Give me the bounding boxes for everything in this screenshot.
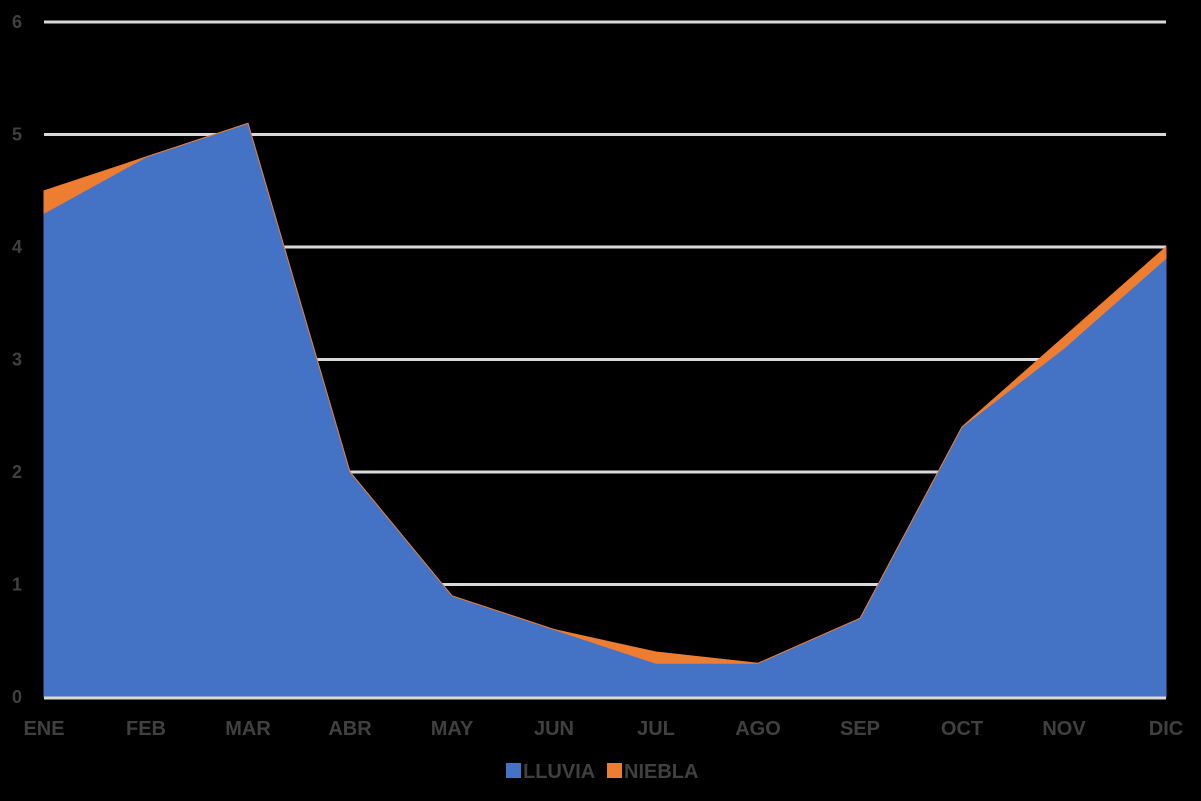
x-tick-label: AGO: [735, 718, 781, 740]
y-tick-label: 3: [12, 350, 22, 370]
x-tick-label: FEB: [126, 718, 166, 740]
x-axis-ticks: ENE FEB MAR ABR MAY JUN JUL AGO SEP OCT NOV DIC: [23, 696, 1183, 740]
y-tick-label: 2: [12, 462, 22, 482]
y-axis-ticks: 0 1 2 3 4 5 6: [12, 12, 22, 707]
area-lluvia: [43, 122, 1167, 698]
legend-label-niebla: NIEBLA: [624, 761, 698, 783]
plot-areas: [43, 122, 1167, 698]
legend-label-lluvia: LLUVIA: [523, 761, 595, 783]
x-tick-label: OCT: [941, 718, 983, 740]
y-tick-label: 5: [12, 125, 22, 145]
x-tick-label: ENE: [23, 718, 64, 740]
x-tick-label: MAR: [225, 718, 271, 740]
y-tick-label: 0: [12, 687, 22, 707]
x-tick-label: JUN: [534, 718, 574, 740]
x-tick-label: DIC: [1149, 718, 1183, 740]
legend: LLUVIA NIEBLA: [506, 761, 698, 783]
legend-swatch-niebla: [607, 763, 622, 778]
x-tick-label: JUL: [637, 718, 675, 740]
y-tick-label: 6: [12, 12, 22, 32]
area-niebla: [43, 122, 1167, 664]
y-tick-label: 1: [12, 575, 22, 595]
x-tick-label: ABR: [328, 718, 372, 740]
x-tick-label: NOV: [1042, 718, 1086, 740]
x-tick-label: SEP: [840, 718, 880, 740]
legend-swatch-lluvia: [506, 763, 521, 778]
x-tick-label: MAY: [431, 718, 474, 740]
y-tick-label: 4: [12, 237, 22, 257]
